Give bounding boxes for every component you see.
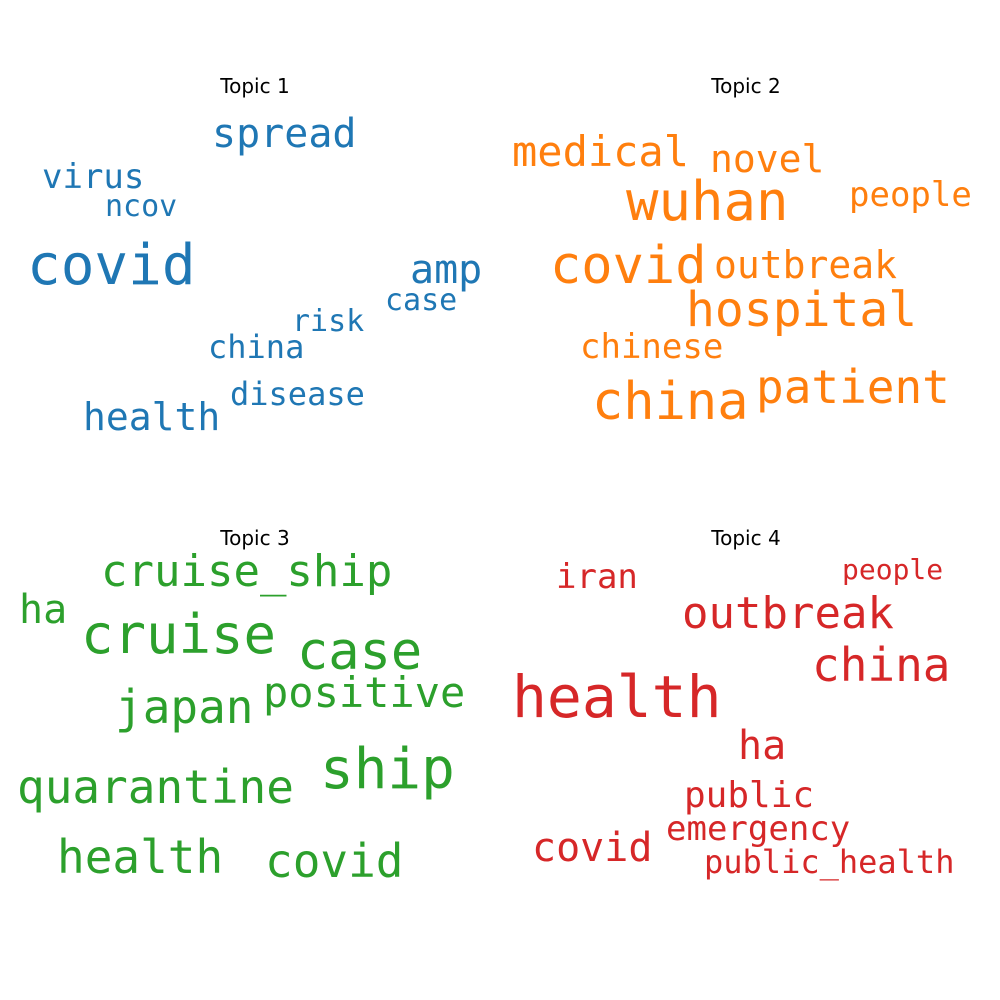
topic-2-wordcloud: Topic 2 medical novel wuhan people covid… bbox=[506, 76, 986, 496]
word-case: case bbox=[297, 622, 423, 682]
word-public-health: public_health bbox=[704, 843, 955, 881]
word-china: china bbox=[592, 372, 749, 432]
word-spread: spread bbox=[212, 111, 357, 157]
word-patient: patient bbox=[756, 360, 950, 414]
word-emergency: emergency bbox=[666, 809, 851, 849]
word-covid: covid bbox=[550, 236, 707, 296]
word-outbreak: outbreak bbox=[682, 588, 894, 639]
topic-3-wordcloud: Topic 3 cruise_ship ha cruise case japan… bbox=[15, 528, 495, 948]
word-positive: positive bbox=[263, 668, 466, 717]
word-medical: medical bbox=[512, 127, 690, 176]
word-cruise-ship: cruise_ship bbox=[101, 546, 393, 597]
word-virus: virus bbox=[42, 157, 145, 197]
word-japan: japan bbox=[115, 680, 254, 734]
topic-4-title: Topic 4 bbox=[711, 526, 781, 550]
topic-2-title: Topic 2 bbox=[711, 74, 781, 98]
word-disease: disease bbox=[230, 375, 365, 413]
word-hospital: hospital bbox=[686, 282, 918, 338]
word-ship: ship bbox=[320, 737, 455, 802]
word-novel: novel bbox=[710, 137, 825, 181]
word-quarantine: quarantine bbox=[17, 760, 294, 814]
topic-3-title: Topic 3 bbox=[220, 526, 290, 550]
word-risk: risk bbox=[292, 304, 365, 339]
word-health: health bbox=[512, 663, 722, 731]
word-public: public bbox=[684, 775, 815, 816]
word-outbreak: outbreak bbox=[714, 243, 898, 287]
word-health: health bbox=[83, 395, 221, 439]
word-china: china bbox=[208, 328, 305, 366]
topic-1-wordcloud: Topic 1 covid spread virus ncov amp case… bbox=[15, 76, 495, 496]
topic-1-title: Topic 1 bbox=[220, 74, 290, 98]
word-people: people bbox=[849, 175, 972, 215]
word-china: china bbox=[812, 638, 951, 692]
word-covid: covid bbox=[532, 825, 653, 871]
word-case: case bbox=[385, 283, 458, 318]
word-covid: covid bbox=[265, 834, 404, 888]
word-chinese: chinese bbox=[580, 327, 724, 367]
word-health: health bbox=[57, 830, 224, 884]
word-people: people bbox=[842, 553, 944, 586]
word-iran: iran bbox=[556, 557, 638, 597]
word-amp: amp bbox=[410, 247, 483, 293]
word-ha: ha bbox=[19, 587, 68, 633]
word-ncov: ncov bbox=[105, 189, 178, 224]
word-ha: ha bbox=[738, 723, 787, 769]
word-cruise: cruise bbox=[81, 603, 277, 666]
word-wuhan: wuhan bbox=[626, 170, 789, 233]
word-covid: covid bbox=[27, 233, 196, 298]
topic-4-wordcloud: Topic 4 iran people outbreak china healt… bbox=[506, 528, 986, 948]
